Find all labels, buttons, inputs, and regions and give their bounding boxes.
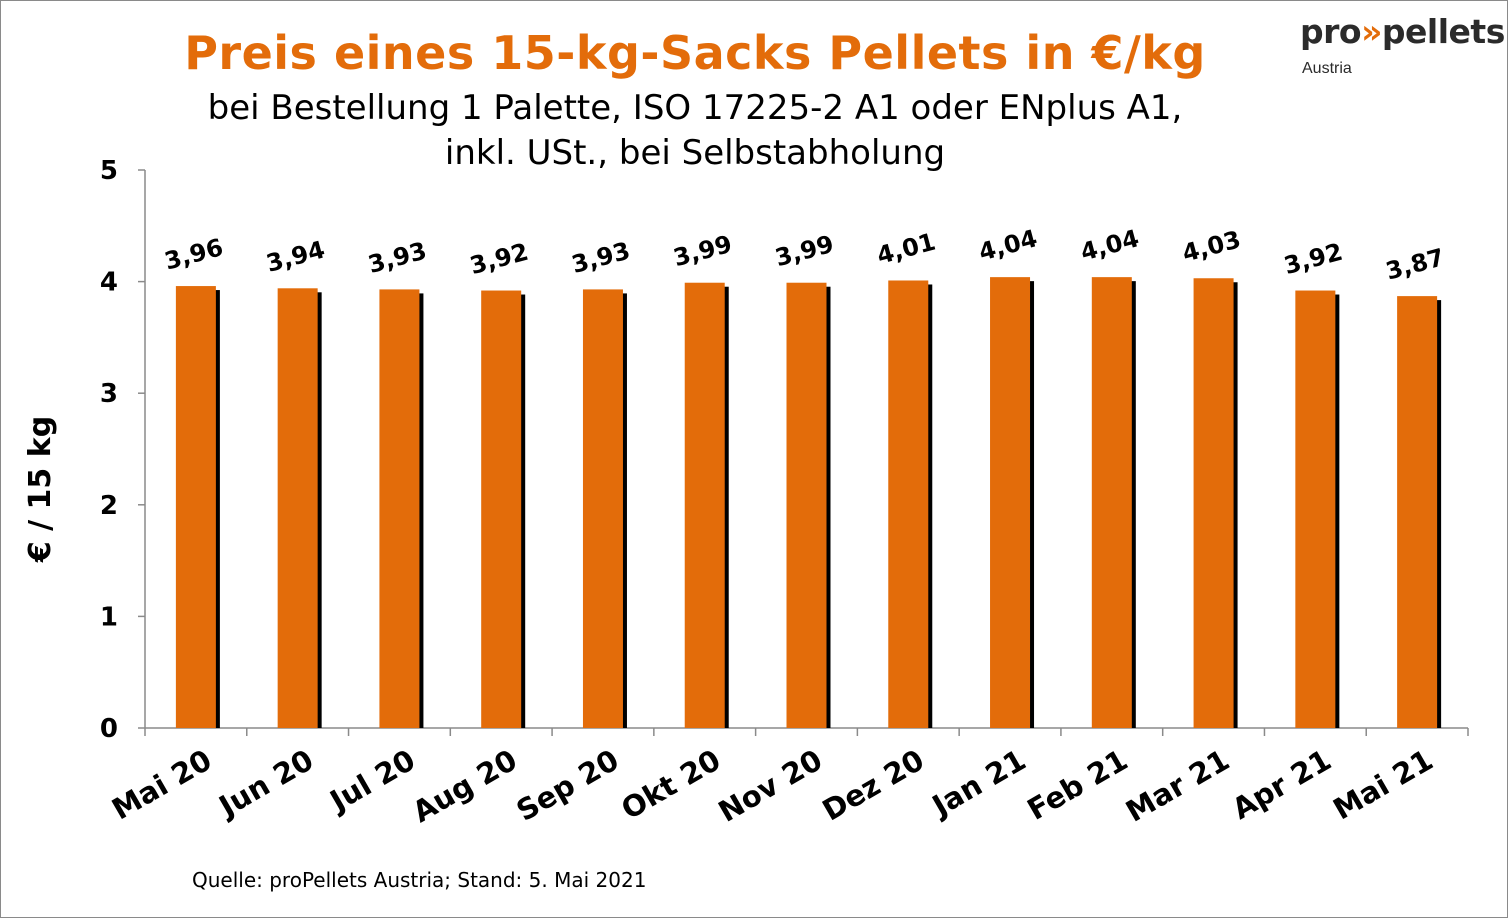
data-label: 3,99 (670, 230, 734, 272)
y-tick-label: 2 (100, 491, 118, 521)
logo-wordmark: pro»pellets (1300, 12, 1505, 51)
bar (277, 288, 318, 728)
data-label: 3,92 (467, 238, 531, 280)
x-tick-label: Jan 21 (925, 743, 1032, 824)
x-tick-label: Okt 20 (615, 743, 726, 827)
logo-text-pro: pro (1300, 12, 1362, 51)
bar (1295, 290, 1336, 728)
logo-text-pellets: pellets (1381, 12, 1505, 51)
bar (1193, 278, 1234, 728)
data-label: 4,03 (1179, 225, 1243, 267)
chart-title: Preis eines 15-kg-Sacks Pellets in €/kg (184, 26, 1206, 80)
bar (481, 290, 522, 728)
x-tick-label: Mar 21 (1120, 743, 1235, 829)
data-label: 4,01 (874, 228, 938, 270)
x-tick-label: Mai 20 (106, 743, 217, 827)
bar (582, 289, 623, 728)
chart-subtitle-line-2: inkl. USt., bei Selbstabholung (444, 133, 946, 173)
y-tick-label: 3 (100, 379, 118, 409)
bar (990, 277, 1031, 728)
x-tick-label: Sep 20 (511, 743, 625, 828)
data-label: 3,87 (1383, 243, 1447, 285)
x-tick-label: Nov 20 (713, 743, 828, 829)
x-tick-label: Mai 21 (1327, 743, 1438, 827)
y-tick-label: 5 (100, 156, 118, 186)
y-tick-label: 0 (100, 714, 118, 744)
y-axis-label: € / 15 kg (23, 416, 58, 563)
data-label: 3,93 (569, 236, 633, 278)
data-label: 3,94 (263, 235, 327, 277)
chart-bars (175, 277, 1442, 728)
bar (175, 286, 216, 728)
bar (786, 282, 827, 728)
x-tick-label: Jul 20 (323, 743, 421, 819)
x-tick-label: Dez 20 (817, 743, 930, 828)
data-label: 3,96 (162, 233, 226, 275)
propellets-logo: pro»pellets Austria (1300, 12, 1505, 82)
x-tick-label: Feb 21 (1021, 743, 1133, 827)
chart-subtitle-line-1: bei Bestellung 1 Palette, ISO 17225-2 A1… (207, 88, 1183, 128)
logo-subtitle: Austria (1302, 60, 1352, 77)
data-label: 3,92 (1281, 238, 1345, 280)
bar (684, 282, 725, 728)
source-note: Quelle: proPellets Austria; Stand: 5. Ma… (192, 868, 647, 892)
x-tick-label: Apr 21 (1226, 743, 1337, 826)
bar (888, 280, 929, 728)
bar (379, 289, 420, 728)
data-label: 3,99 (772, 230, 836, 272)
y-tick-label: 4 (100, 268, 118, 298)
logo-arrows-icon: » (1361, 12, 1382, 51)
data-label: 4,04 (976, 224, 1040, 266)
bar (1091, 277, 1132, 728)
data-label: 3,93 (365, 236, 429, 278)
chart-axes: 0 1 2 3 4 5 € / 15 kg (23, 156, 1469, 744)
y-tick-label: 1 (100, 602, 118, 632)
data-label: 4,04 (1078, 224, 1142, 266)
x-tick-label: Jun 20 (212, 743, 320, 825)
x-tick-label: Aug 20 (407, 743, 523, 830)
bar (1397, 296, 1438, 728)
